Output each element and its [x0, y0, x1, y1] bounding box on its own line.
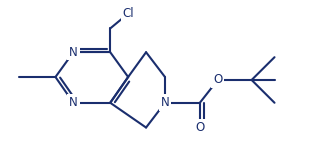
Text: N: N: [69, 46, 78, 59]
Text: N: N: [69, 96, 78, 109]
Text: N: N: [161, 96, 170, 109]
Text: Cl: Cl: [122, 7, 134, 20]
Text: O: O: [213, 73, 222, 87]
Text: O: O: [195, 121, 204, 134]
